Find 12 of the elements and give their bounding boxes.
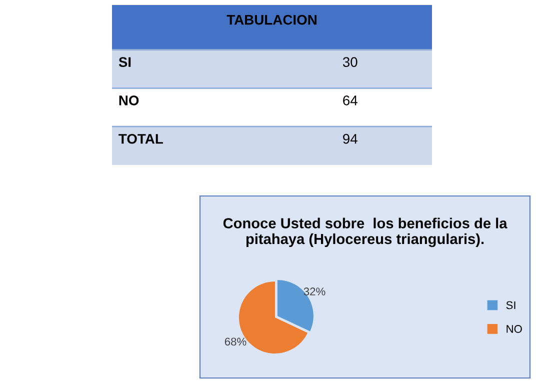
text: 94	[343, 134, 358, 144]
text: NO	[119, 96, 139, 106]
text: TABULACION	[226, 14, 316, 25]
legend-label: NO	[506, 325, 522, 333]
text: TOTAL	[118, 134, 163, 144]
chart-title: Conoce Usted sobre los beneficios de la pitahaya (Hylocereus triangularis).	[223, 218, 508, 248]
text: 64	[343, 96, 358, 106]
text: 30	[342, 57, 358, 67]
text: SI	[118, 57, 131, 67]
legend-label: SI	[506, 301, 516, 310]
data-label: 68%	[224, 338, 246, 346]
data-label: 32%	[304, 288, 326, 296]
